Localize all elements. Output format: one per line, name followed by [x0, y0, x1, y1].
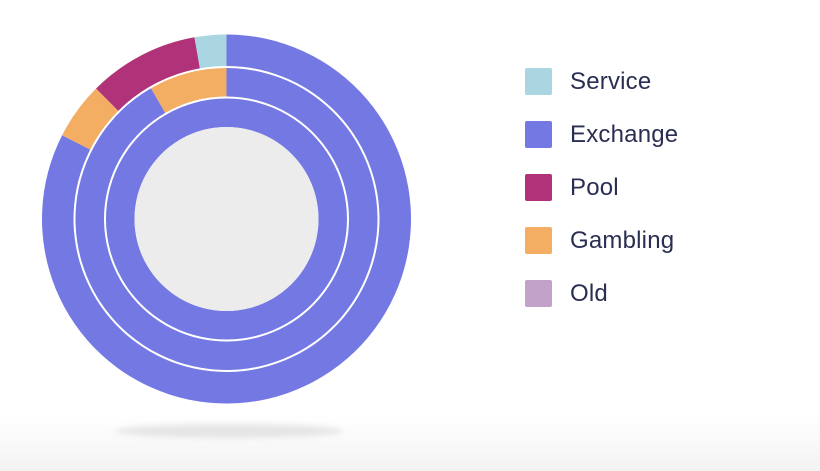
legend-item-gambling[interactable]: Gambling — [525, 227, 678, 254]
legend-label-pool: Pool — [570, 174, 619, 201]
ring-outer-segment-pool[interactable] — [96, 37, 200, 111]
donut-chart-area — [41, 34, 411, 438]
legend-label-exchange: Exchange — [570, 121, 679, 148]
pool-swatch-icon — [525, 174, 552, 201]
chart-drop-shadow — [115, 424, 343, 438]
legend-item-pool[interactable]: Pool — [525, 174, 678, 201]
exchange-swatch-icon — [525, 121, 552, 148]
chart-legend: Service Exchange Pool Gambling Old — [525, 68, 678, 307]
ring-outer-segment-service[interactable] — [194, 34, 227, 69]
donut-chart — [41, 34, 411, 438]
legend-label-old: Old — [570, 280, 608, 307]
legend-item-old[interactable]: Old — [525, 280, 678, 307]
old-swatch-icon — [525, 280, 552, 307]
ring-middle-segment-gambling[interactable] — [151, 68, 227, 113]
legend-label-service: Service — [570, 68, 652, 95]
legend-item-service[interactable]: Service — [525, 68, 678, 95]
legend-label-gambling: Gambling — [570, 227, 675, 254]
service-swatch-icon — [525, 68, 552, 95]
donut-center-hole — [134, 127, 319, 311]
gambling-swatch-icon — [525, 227, 552, 254]
ring-outer-segment-gambling[interactable] — [62, 88, 119, 150]
legend-item-exchange[interactable]: Exchange — [525, 121, 678, 148]
